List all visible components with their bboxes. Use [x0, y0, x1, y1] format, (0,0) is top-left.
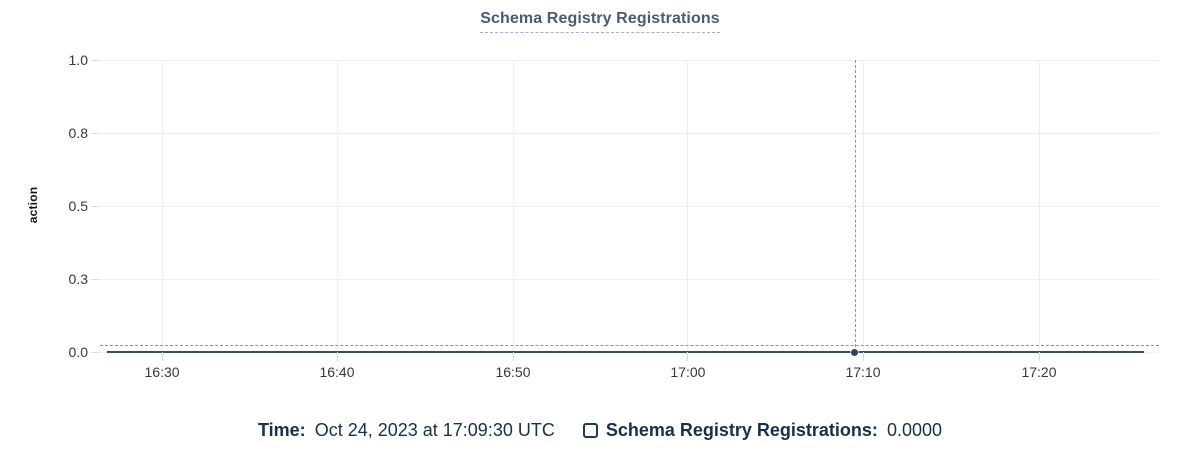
- y-tick-label: 1.0: [68, 52, 88, 68]
- plot-area[interactable]: [100, 59, 1159, 356]
- x-tick: [1038, 352, 1040, 361]
- tooltip-time-group: Time: Oct 24, 2023 at 17:09:30 UTC: [258, 420, 555, 441]
- y-tick-label: 0.8: [68, 125, 88, 141]
- tooltip-series-group: Schema Registry Registrations: 0.0000: [582, 420, 942, 441]
- x-tick-label: 16:40: [319, 364, 355, 380]
- tooltip-legend: Time: Oct 24, 2023 at 17:09:30 UTC Schema…: [0, 420, 1200, 441]
- chart-title[interactable]: Schema Registry Registrations: [480, 10, 720, 33]
- x-tick-label: 16:50: [495, 364, 531, 380]
- y-tick: [91, 351, 99, 353]
- y-gridline: [100, 59, 1159, 61]
- x-tick-label: 17:10: [845, 364, 881, 380]
- x-tick-label: 17:20: [1021, 364, 1057, 380]
- tooltip-series-value: 0.0000: [886, 420, 942, 440]
- x-tick-label: 16:30: [144, 364, 180, 380]
- x-tick: [336, 352, 338, 361]
- crosshair-horizontal-line: [100, 345, 1159, 347]
- series-legend-checkbox[interactable]: [582, 423, 598, 438]
- tooltip-time-label: Time:: [258, 420, 306, 440]
- y-tick: [91, 278, 99, 280]
- y-tick: [91, 205, 99, 207]
- x-tick: [161, 352, 163, 361]
- y-tick-label: 0.0: [68, 344, 88, 360]
- chart-header: Schema Registry Registrations: [0, 10, 1200, 33]
- data-point: [851, 348, 859, 356]
- tooltip-time-value: Oct 24, 2023 at 17:09:30 UTC: [314, 420, 555, 440]
- x-tick: [862, 352, 864, 361]
- y-tick-label: 0.5: [68, 198, 88, 214]
- series-line: [106, 351, 1145, 353]
- y-gridline: [100, 132, 1159, 134]
- y-axis-title: action: [26, 186, 40, 224]
- y-tick-label: 0.3: [68, 271, 88, 287]
- crosshair-vertical-line: [854, 60, 856, 352]
- x-tick: [512, 352, 514, 361]
- x-tick-label: 17:00: [670, 364, 706, 380]
- tooltip-series-label: Schema Registry Registrations:: [605, 420, 878, 440]
- x-tick: [687, 352, 689, 361]
- y-gridline: [100, 205, 1159, 207]
- y-gridline: [100, 278, 1159, 280]
- y-tick: [91, 132, 99, 134]
- y-tick: [91, 59, 99, 61]
